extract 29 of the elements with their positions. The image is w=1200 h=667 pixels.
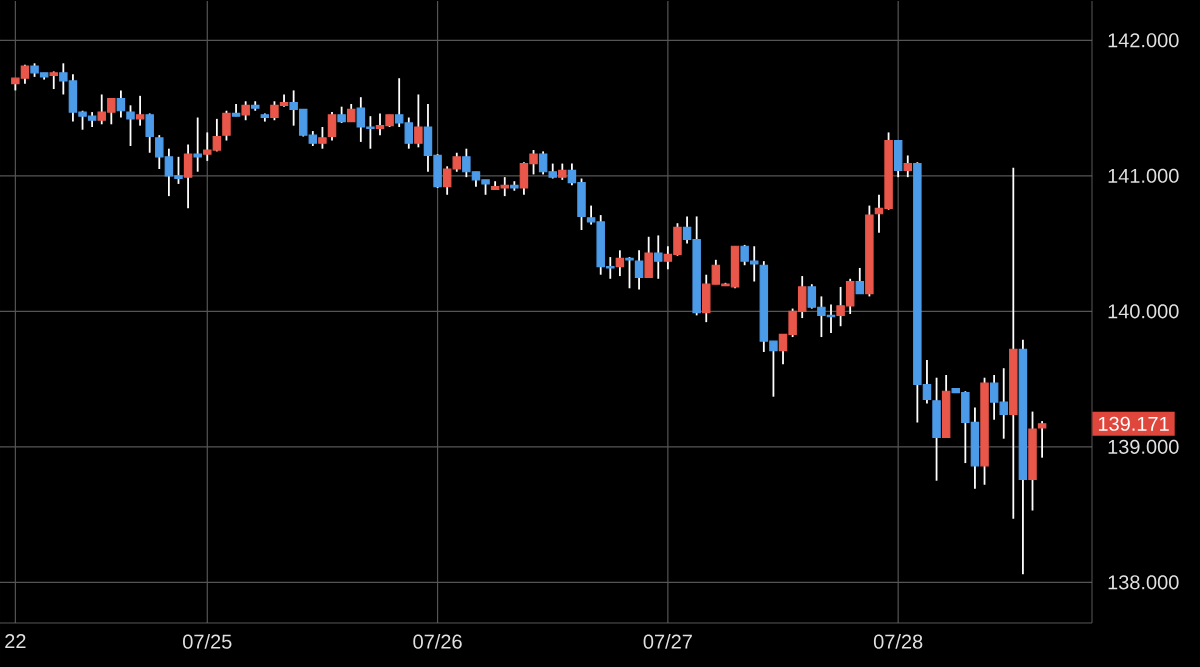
x-tick-label: 07/26	[413, 634, 462, 649]
candlestick	[615, 249, 625, 277]
x-tick-label: 07/27	[643, 634, 692, 649]
y-tick-label: 140.000	[1108, 304, 1179, 319]
candlestick	[327, 111, 337, 142]
candlestick	[634, 249, 644, 291]
candlestick	[318, 126, 327, 150]
y-tick-label: 141.000	[1108, 168, 1179, 183]
candlestick	[1037, 420, 1047, 459]
x-tick-label: 07/25	[183, 634, 232, 649]
candlestick	[193, 116, 202, 173]
candlestick	[116, 89, 126, 119]
candlestick	[145, 112, 154, 154]
candlestick	[222, 109, 231, 142]
candlestick	[855, 267, 865, 295]
candlestick	[654, 234, 663, 280]
candlestick	[183, 143, 193, 210]
y-tick-label: 142.000	[1108, 33, 1179, 48]
candlestick	[625, 256, 634, 290]
candlestick	[135, 94, 145, 127]
candlestick	[414, 93, 423, 149]
x-tick-label: 07/28	[873, 634, 923, 649]
candlestick	[126, 104, 135, 147]
candlestick	[241, 100, 250, 122]
y-tick-label: 138.000	[1108, 575, 1179, 590]
x-tick-label: 22	[5, 634, 26, 649]
text: 139.171	[1098, 416, 1169, 431]
y-tick-label: 139.000	[1108, 439, 1179, 454]
candlestick	[903, 154, 913, 179]
